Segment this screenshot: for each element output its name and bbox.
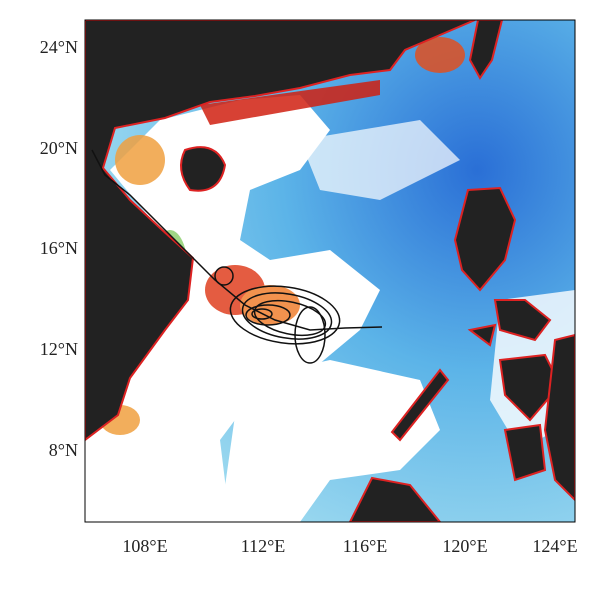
x-axis: 108°E 112°E 116°E 120°E 124°E bbox=[122, 536, 577, 556]
y-axis: 24°N 20°N 16°N 12°N 8°N bbox=[40, 37, 78, 460]
y-tick-label: 16°N bbox=[40, 238, 78, 258]
y-tick-label: 24°N bbox=[40, 37, 78, 57]
track-contours bbox=[91, 149, 383, 364]
map-field bbox=[85, 20, 575, 522]
x-tick-label: 116°E bbox=[343, 536, 388, 556]
y-tick-label: 12°N bbox=[40, 339, 78, 359]
typhoon-track bbox=[91, 149, 383, 331]
y-tick-label: 8°N bbox=[49, 440, 78, 460]
x-tick-label: 124°E bbox=[532, 536, 577, 556]
plot-frame bbox=[84, 19, 576, 523]
x-tick-label: 108°E bbox=[122, 536, 167, 556]
x-tick-label: 120°E bbox=[442, 536, 487, 556]
land bbox=[85, 20, 575, 522]
x-tick-label: 112°E bbox=[241, 536, 286, 556]
y-tick-label: 20°N bbox=[40, 138, 78, 158]
